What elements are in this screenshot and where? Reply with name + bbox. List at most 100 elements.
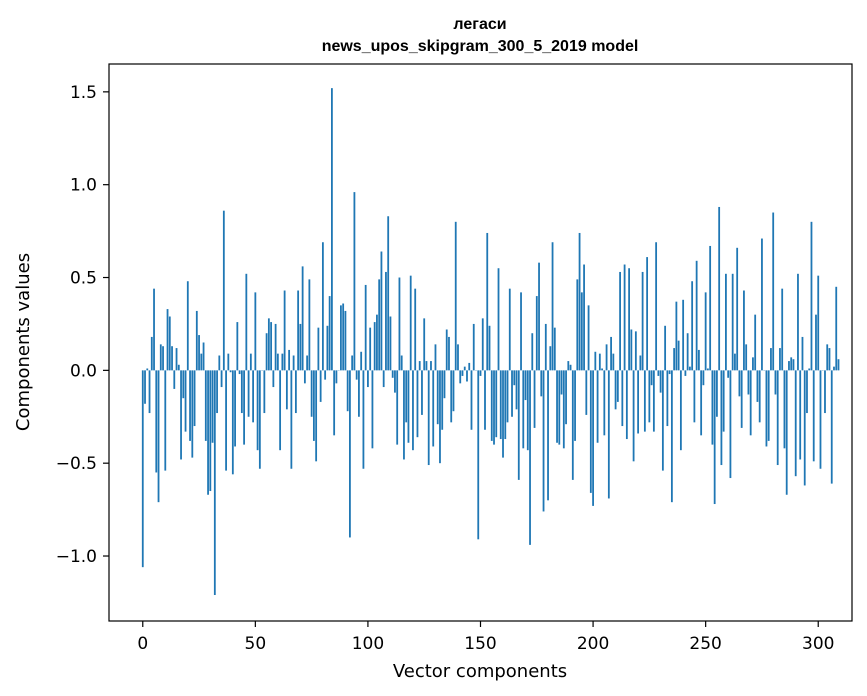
bar bbox=[607, 370, 610, 499]
bar bbox=[470, 370, 473, 430]
bar bbox=[524, 370, 527, 401]
bar bbox=[448, 336, 450, 371]
bar bbox=[612, 353, 615, 371]
bar bbox=[650, 370, 653, 386]
bar bbox=[540, 370, 543, 397]
bar bbox=[776, 370, 779, 466]
bar bbox=[797, 273, 799, 371]
bar bbox=[632, 370, 635, 462]
bar bbox=[522, 370, 525, 449]
bar bbox=[810, 221, 813, 371]
bar bbox=[308, 279, 311, 371]
bar bbox=[770, 348, 772, 371]
bar bbox=[227, 353, 230, 371]
bar bbox=[630, 329, 633, 371]
bar bbox=[585, 370, 588, 415]
bar bbox=[380, 251, 383, 371]
bar bbox=[234, 370, 236, 447]
bar bbox=[267, 318, 270, 371]
bar bbox=[702, 370, 705, 386]
x-tick-label: 50 bbox=[245, 634, 267, 654]
bar bbox=[450, 370, 453, 423]
bar bbox=[551, 242, 554, 371]
bar bbox=[367, 370, 369, 388]
bar bbox=[682, 299, 685, 371]
bar bbox=[207, 370, 209, 495]
bar bbox=[761, 238, 763, 371]
bar bbox=[565, 370, 567, 425]
bar bbox=[443, 370, 446, 399]
bar bbox=[159, 344, 162, 371]
bar bbox=[594, 351, 597, 371]
y-tick-label: −1.0 bbox=[56, 547, 97, 567]
bar bbox=[772, 212, 775, 371]
bar bbox=[225, 370, 227, 471]
bar bbox=[324, 370, 327, 380]
bar bbox=[292, 355, 295, 371]
bar bbox=[686, 333, 689, 371]
bar bbox=[529, 370, 531, 545]
bar bbox=[202, 342, 205, 371]
bar bbox=[675, 301, 678, 371]
bar bbox=[373, 322, 376, 371]
bar bbox=[664, 325, 667, 371]
bar bbox=[605, 344, 608, 371]
bar bbox=[499, 370, 502, 440]
bar bbox=[553, 327, 556, 371]
bar bbox=[472, 323, 475, 371]
bar bbox=[213, 370, 216, 596]
bar bbox=[342, 303, 345, 371]
bar bbox=[189, 370, 191, 441]
bar bbox=[659, 370, 662, 393]
bar bbox=[495, 370, 498, 438]
bar bbox=[382, 370, 385, 388]
bar bbox=[634, 331, 637, 371]
bar bbox=[445, 329, 448, 371]
bar bbox=[463, 366, 466, 371]
bar bbox=[547, 370, 549, 501]
bar bbox=[752, 357, 754, 371]
bar bbox=[731, 273, 734, 371]
bar bbox=[299, 323, 302, 371]
bar bbox=[254, 292, 257, 371]
bar bbox=[779, 348, 781, 371]
bar bbox=[713, 370, 716, 505]
bar bbox=[283, 290, 286, 371]
bar bbox=[270, 322, 273, 371]
bar bbox=[272, 370, 275, 388]
bar bbox=[144, 370, 146, 404]
bar bbox=[405, 370, 408, 423]
bar bbox=[648, 370, 651, 423]
bar bbox=[666, 370, 669, 427]
bar bbox=[191, 370, 194, 458]
bar bbox=[765, 370, 768, 447]
bar bbox=[317, 327, 320, 371]
bar bbox=[598, 353, 601, 371]
bar bbox=[141, 370, 144, 568]
bar bbox=[497, 268, 500, 371]
bar bbox=[184, 370, 187, 432]
bar bbox=[576, 279, 579, 371]
bar bbox=[430, 361, 432, 371]
bar bbox=[486, 232, 489, 371]
bar bbox=[767, 370, 770, 441]
bar bbox=[481, 318, 484, 371]
bar bbox=[812, 370, 815, 462]
bar bbox=[297, 290, 300, 371]
chart-title: легаси bbox=[453, 16, 506, 33]
bar bbox=[646, 257, 649, 371]
bar bbox=[434, 344, 437, 371]
bar bbox=[641, 271, 644, 371]
bar bbox=[398, 277, 401, 371]
bar bbox=[707, 368, 709, 371]
x-tick-label: 0 bbox=[137, 634, 148, 654]
bar bbox=[466, 370, 468, 382]
bar bbox=[704, 292, 707, 371]
bar bbox=[416, 370, 419, 438]
bar bbox=[698, 349, 700, 371]
bar bbox=[583, 264, 585, 371]
bar bbox=[349, 370, 351, 538]
bar bbox=[294, 370, 297, 414]
bar bbox=[756, 370, 759, 402]
bar bbox=[684, 370, 687, 376]
